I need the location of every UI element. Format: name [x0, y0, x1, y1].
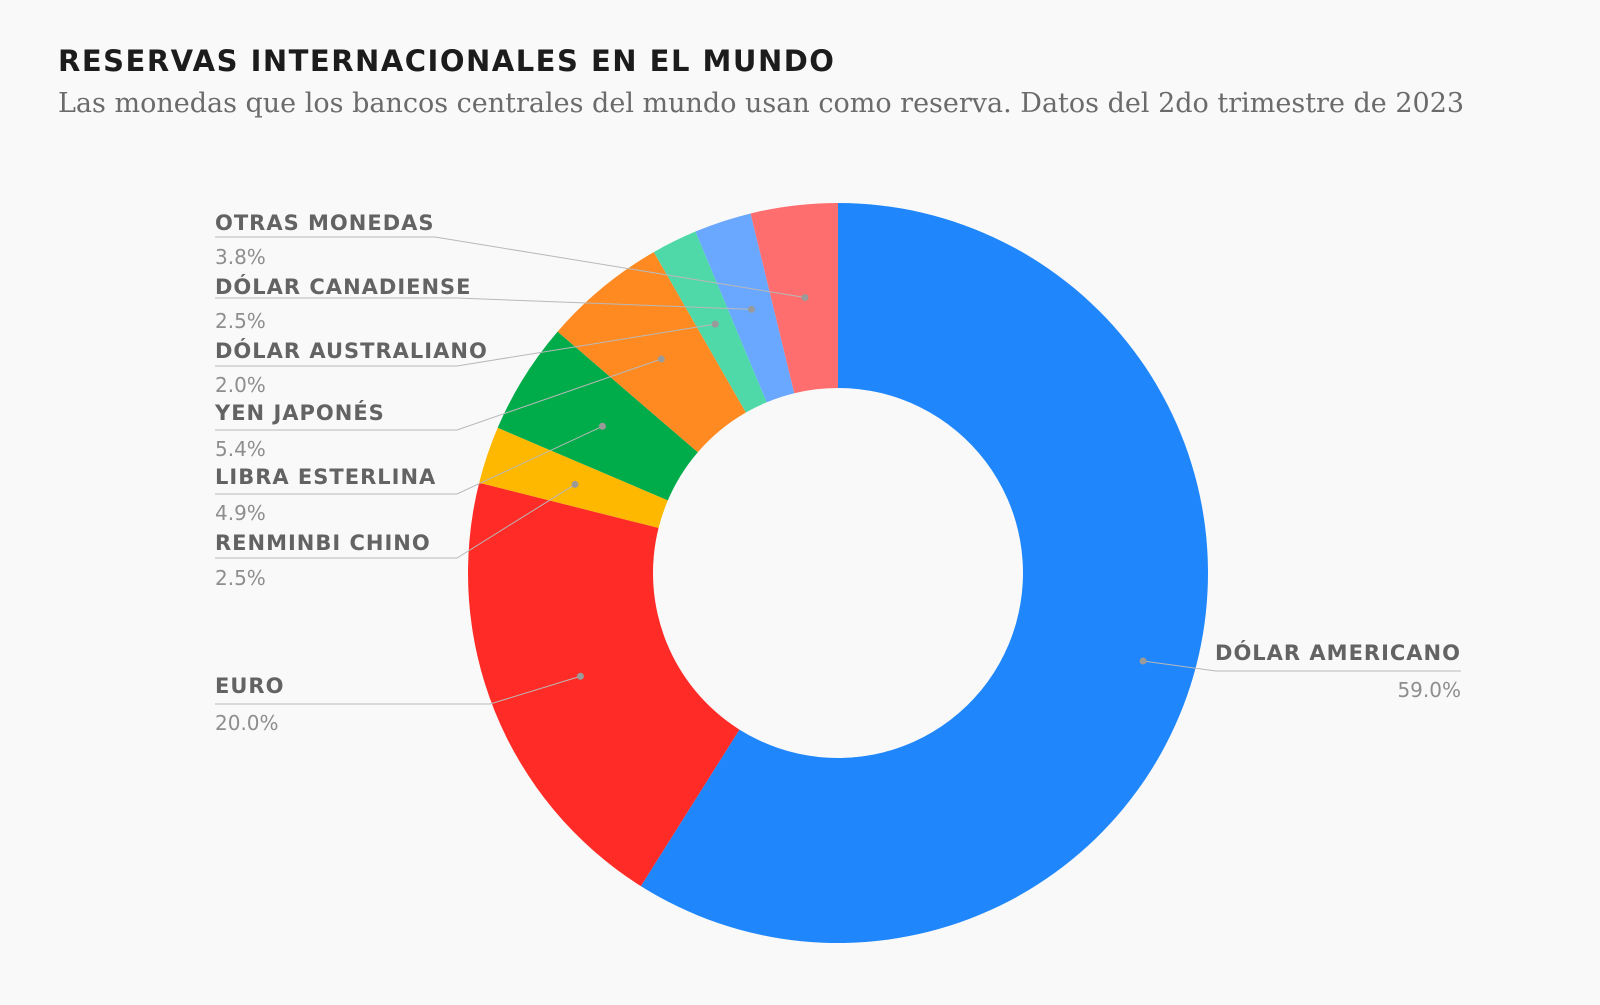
- label-value-dolar-australiano: 2.0%: [215, 373, 266, 397]
- label-name-otras-monedas: OTRAS MONEDAS: [215, 211, 435, 235]
- label-value-otras-monedas: 3.8%: [215, 245, 266, 269]
- chart-title: RESERVAS INTERNACIONALES EN EL MUNDO: [58, 44, 836, 78]
- label-value-dolar-canadiense: 2.5%: [215, 309, 266, 333]
- leader-line-libra-esterlina: [215, 425, 603, 495]
- label-name-renminbi-chino: RENMINBI CHINO: [215, 531, 431, 555]
- leader-line-renminbi-chino: [215, 484, 576, 559]
- label-name-dolar-americano: DÓLAR AMERICANO: [1215, 640, 1461, 665]
- leader-lines: [215, 236, 1461, 705]
- leader-line-dolar-canadiense: [215, 297, 752, 310]
- label-name-dolar-australiano: DÓLAR AUSTRALIANO: [215, 338, 488, 363]
- leader-line-euro: [215, 675, 581, 705]
- leader-line-yen-japones: [215, 358, 662, 431]
- label-value-yen-japones: 5.4%: [215, 437, 266, 461]
- slice-dolar-americano: [640, 203, 1208, 943]
- slice-otras-monedas: [750, 203, 838, 394]
- anchor-dot-dolar-australiano: [711, 320, 719, 328]
- anchor-dot-dolar-canadiense: [748, 305, 756, 313]
- slice-libra-esterlina: [497, 331, 698, 501]
- leader-line-otras-monedas: [215, 236, 806, 298]
- anchor-dot-yen-japones: [657, 355, 665, 363]
- anchor-dot-libra-esterlina: [598, 422, 606, 430]
- anchor-dot-dolar-americano: [1139, 657, 1147, 665]
- anchor-dot-otras-monedas: [801, 293, 809, 301]
- slice-renminbi-chino: [479, 427, 668, 528]
- label-value-dolar-americano: 59.0%: [1397, 678, 1461, 702]
- label-name-euro: EURO: [215, 674, 284, 698]
- slice-euro: [468, 482, 740, 887]
- anchor-dot-renminbi-chino: [571, 480, 579, 488]
- label-name-yen-japones: YEN JAPONÉS: [214, 400, 385, 425]
- anchor-dot-euro: [576, 672, 584, 680]
- leader-line-dolar-australiano: [215, 323, 716, 367]
- slice-dolar-canadiense: [695, 213, 795, 403]
- label-name-dolar-canadiense: DÓLAR CANADIENSE: [215, 274, 472, 299]
- label-value-euro: 20.0%: [215, 711, 279, 735]
- label-value-renminbi-chino: 2.5%: [215, 566, 266, 590]
- chart-subtitle: Las monedas que los bancos centrales del…: [58, 88, 1465, 119]
- slice-dolar-australiano: [653, 231, 767, 413]
- donut-slices: [468, 203, 1208, 943]
- leader-line-dolar-americano: [1142, 660, 1461, 672]
- slice-labels: DÓLAR AMERICANO 59.0% EURO 20.0% RENMINBI CH…: [214, 211, 1461, 735]
- label-value-libra-esterlina: 4.9%: [215, 501, 266, 525]
- label-name-libra-esterlina: LIBRA ESTERLINA: [215, 465, 436, 489]
- slice-yen-japones: [557, 252, 746, 453]
